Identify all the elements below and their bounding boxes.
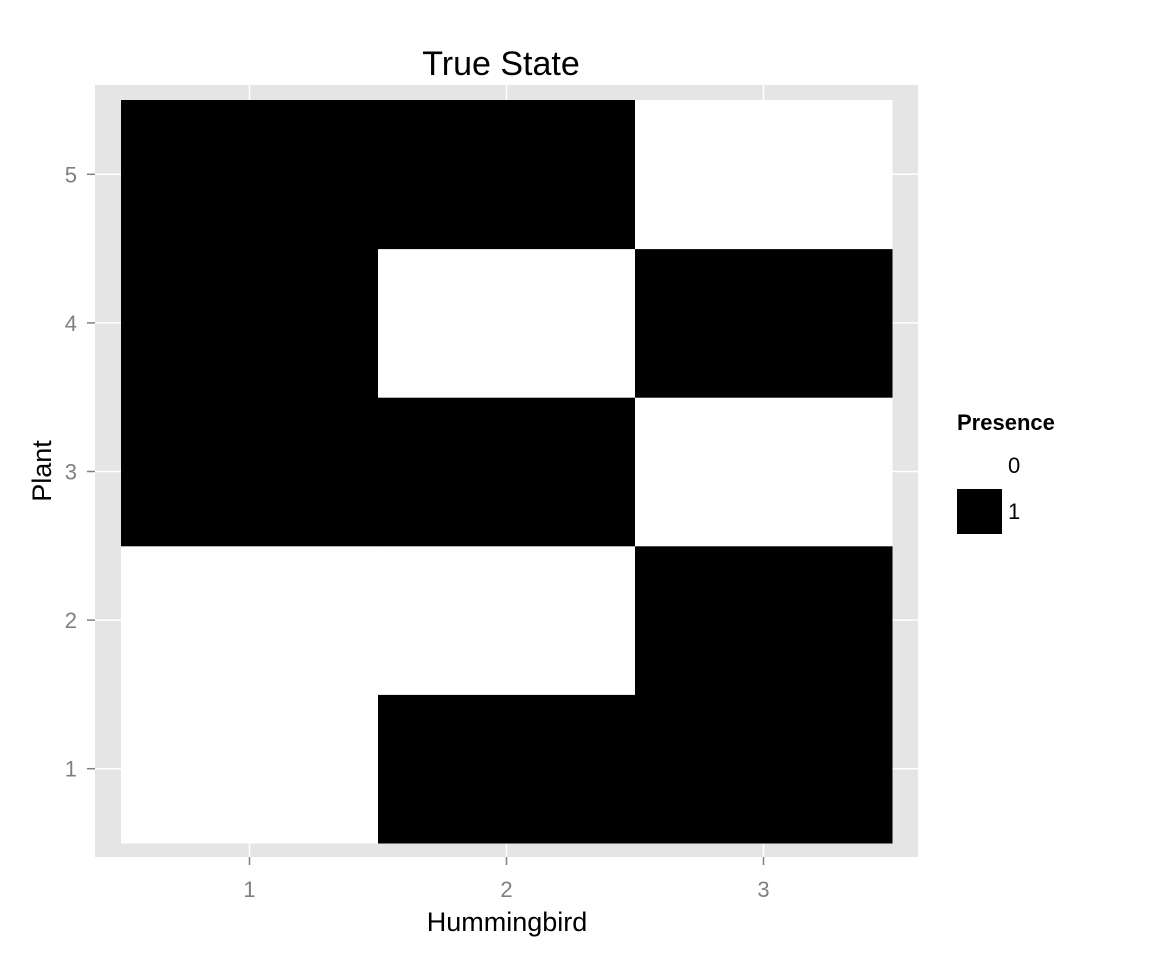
- legend-key-0: [957, 443, 1002, 488]
- y-axis: 1 2 3 4 5: [65, 162, 95, 782]
- cell-3-3: [635, 397, 893, 547]
- cell-1-5: [121, 100, 379, 250]
- x-axis-title: Hummingbird: [427, 907, 588, 937]
- cell-3-2: [635, 545, 893, 695]
- cell-2-4: [378, 248, 636, 398]
- legend: Presence 0 1: [957, 410, 1055, 534]
- y-tick-label-5: 5: [65, 162, 77, 187]
- cell-1-4: [121, 248, 379, 398]
- legend-title: Presence: [957, 410, 1055, 435]
- cell-3-1: [635, 694, 893, 844]
- cell-3-4: [635, 248, 893, 398]
- x-axis: 1 2 3: [243, 857, 770, 902]
- cell-2-2: [378, 545, 636, 695]
- y-tick-label-1: 1: [65, 757, 77, 782]
- cell-1-3: [121, 397, 379, 547]
- heatmap-cells: [121, 100, 893, 844]
- legend-label-1: 1: [1008, 499, 1020, 524]
- y-axis-title: Plant: [27, 440, 57, 502]
- y-tick-label-4: 4: [65, 311, 77, 336]
- cell-2-3: [378, 397, 636, 547]
- y-tick-label-3: 3: [65, 460, 77, 485]
- cell-2-1: [378, 694, 636, 844]
- cell-1-1: [121, 694, 379, 844]
- legend-key-1: [957, 489, 1002, 534]
- x-tick-label-2: 2: [500, 877, 512, 902]
- x-tick-label-1: 1: [243, 877, 255, 902]
- cell-3-5: [635, 100, 893, 250]
- chart-title: True State: [422, 45, 579, 83]
- cell-1-2: [121, 545, 379, 695]
- legend-label-0: 0: [1008, 453, 1020, 478]
- y-tick-label-2: 2: [65, 608, 77, 633]
- cell-2-5: [378, 100, 636, 250]
- x-tick-label-3: 3: [757, 877, 769, 902]
